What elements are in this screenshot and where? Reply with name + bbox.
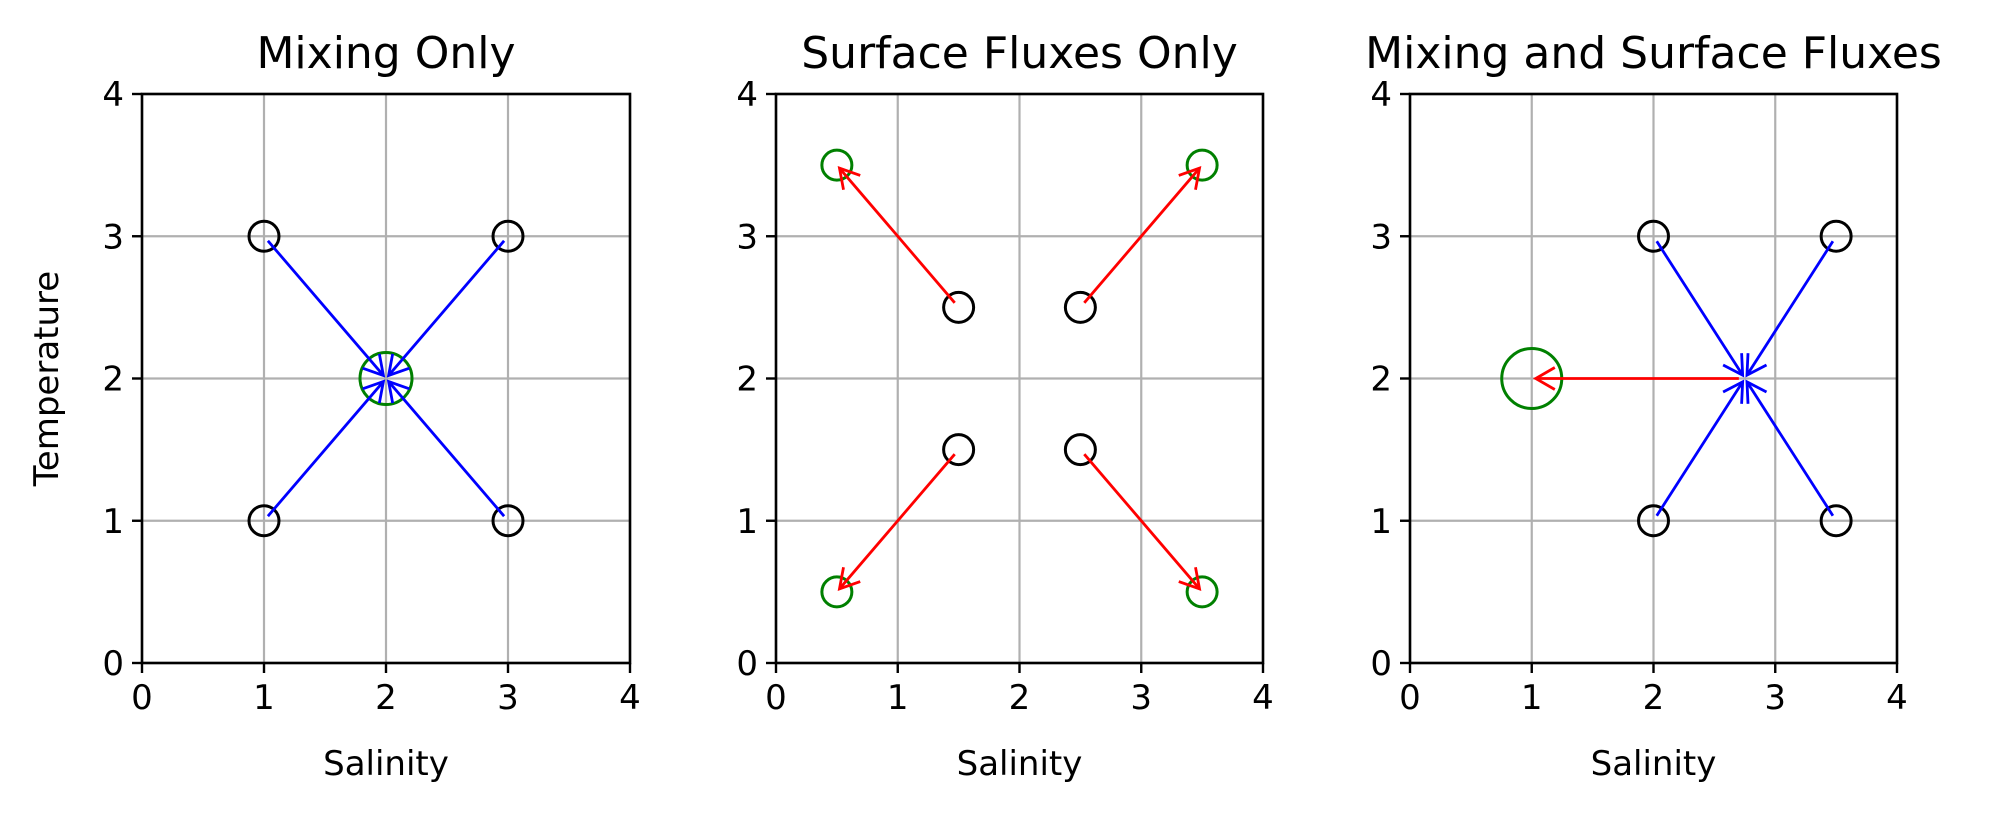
start-state-marker — [491, 219, 525, 253]
start-state-marker — [1819, 504, 1853, 538]
start-state-marker — [942, 433, 976, 467]
end-state-marker — [1185, 148, 1219, 182]
x-axis-label: Salinity — [957, 744, 1083, 784]
start-state-marker — [1637, 504, 1670, 538]
x-tick-label: 2 — [1009, 678, 1031, 718]
y-axis-label: Temperature — [27, 271, 67, 487]
x-tick-label: 3 — [497, 678, 519, 718]
mixing-arrow — [1655, 240, 1745, 378]
x-axis-label: Salinity — [323, 744, 449, 784]
start-state-marker — [1063, 290, 1097, 324]
start-state-marker — [491, 504, 525, 538]
y-tick-label: 2 — [736, 360, 758, 400]
y-tick-label: 4 — [102, 75, 124, 115]
y-tick-label: 2 — [1370, 360, 1392, 400]
start-state-marker — [1063, 433, 1097, 467]
surface-flux-arrow — [837, 453, 956, 591]
y-tick-label: 1 — [102, 502, 124, 542]
surface-flux-arrow — [1532, 366, 1739, 391]
x-tick-label: 0 — [1399, 678, 1421, 718]
y-tick-label: 0 — [102, 644, 124, 684]
mixing-arrow — [386, 379, 506, 518]
x-tick-label: 0 — [765, 678, 787, 718]
y-tick-label: 0 — [1370, 644, 1392, 684]
start-state-marker — [1819, 219, 1853, 253]
chart-title: Mixing Only — [256, 28, 515, 79]
y-tick-label: 2 — [102, 360, 124, 400]
start-state-marker — [942, 290, 976, 324]
x-tick-label: 4 — [1886, 678, 1908, 718]
chart-title: Mixing and Surface Fluxes — [1365, 28, 1942, 79]
end-state-marker — [820, 148, 854, 182]
y-tick-label: 4 — [736, 75, 758, 115]
start-state-marker — [247, 504, 281, 538]
y-tick-label: 0 — [736, 644, 758, 684]
mixing-arrow — [386, 239, 506, 378]
x-tick-label: 4 — [619, 678, 641, 718]
y-tick-label: 3 — [102, 217, 124, 257]
y-tick-label: 3 — [1370, 217, 1392, 257]
surface-flux-arrow — [837, 166, 956, 304]
chart-panel-1: Mixing Only 0 1 2 3 4 0 1 2 3 4 Salinity Temperature — [27, 28, 641, 784]
x-axis-label: Salinity — [1591, 744, 1717, 784]
mixing-arrow — [266, 239, 386, 378]
y-tick-label: 4 — [1370, 75, 1392, 115]
x-tick-label: 1 — [253, 678, 275, 718]
chart-panel-3: Mixing and Surface Fluxes 0 1 2 3 4 0 1 2 3 4 Salin… — [1365, 28, 1942, 784]
x-tick-label: 2 — [375, 678, 397, 718]
y-tick-label: 1 — [736, 502, 758, 542]
end-state-marker — [358, 351, 414, 406]
mixing-arrow — [1745, 379, 1835, 517]
y-tick-label: 3 — [736, 217, 758, 257]
y-tick-label: 1 — [1370, 502, 1392, 542]
x-tick-label: 1 — [1521, 678, 1543, 718]
x-tick-label: 2 — [1643, 678, 1665, 718]
end-state-marker — [1185, 575, 1219, 609]
end-state-marker — [820, 575, 854, 609]
x-tick-label: 0 — [131, 678, 153, 718]
chart-panels: Mixing Only 0 1 2 3 4 0 1 2 3 4 Salinity Temperature… — [27, 28, 1942, 784]
mixing-arrow — [266, 379, 386, 518]
chart-panel-2: Surface Fluxes Only 0 1 2 3 4 0 1 2 3 4 Salinity — [736, 28, 1273, 784]
surface-flux-arrow — [1083, 166, 1202, 304]
surface-flux-arrow — [1083, 453, 1202, 591]
mixing-arrow — [1745, 240, 1835, 378]
x-tick-label: 4 — [1252, 678, 1274, 718]
x-tick-label: 1 — [887, 678, 909, 718]
start-state-marker — [247, 219, 281, 253]
chart-title: Surface Fluxes Only — [801, 28, 1237, 79]
mixing-arrow — [1655, 379, 1745, 517]
x-tick-label: 3 — [1130, 678, 1152, 718]
start-state-marker — [1637, 219, 1670, 253]
x-tick-label: 3 — [1764, 678, 1786, 718]
